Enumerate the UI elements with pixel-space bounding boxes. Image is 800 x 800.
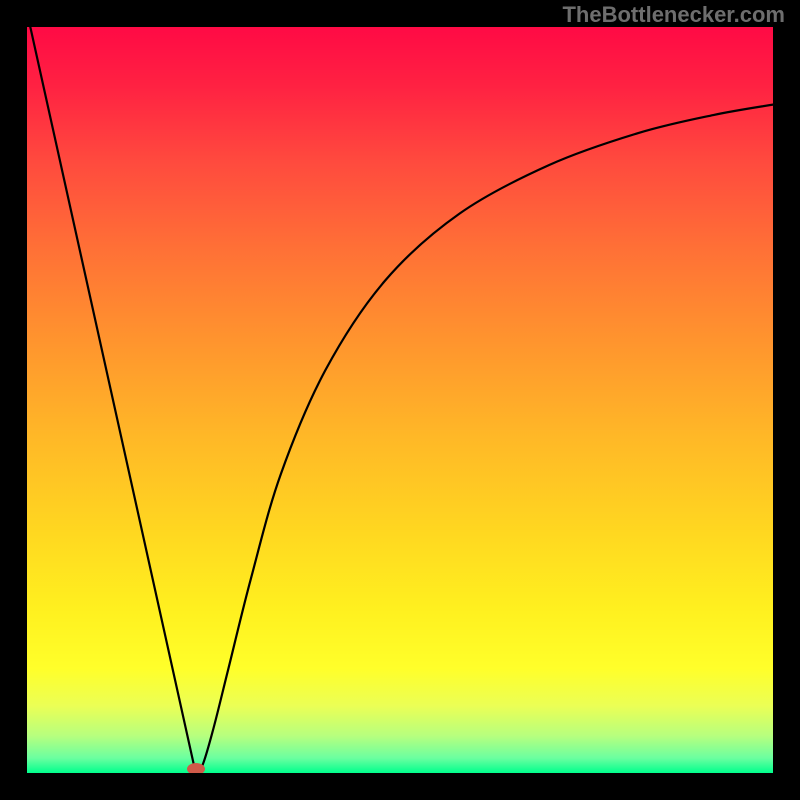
minimum-marker (187, 763, 205, 773)
plot-area (27, 27, 773, 773)
curve-layer (27, 27, 773, 773)
watermark-text: TheBottlenecker.com (562, 2, 785, 28)
bottleneck-curve (27, 27, 773, 770)
chart-root: TheBottlenecker.com (0, 0, 800, 800)
